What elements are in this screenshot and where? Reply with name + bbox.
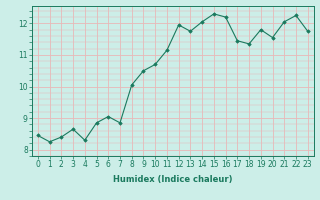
X-axis label: Humidex (Indice chaleur): Humidex (Indice chaleur) (113, 175, 233, 184)
